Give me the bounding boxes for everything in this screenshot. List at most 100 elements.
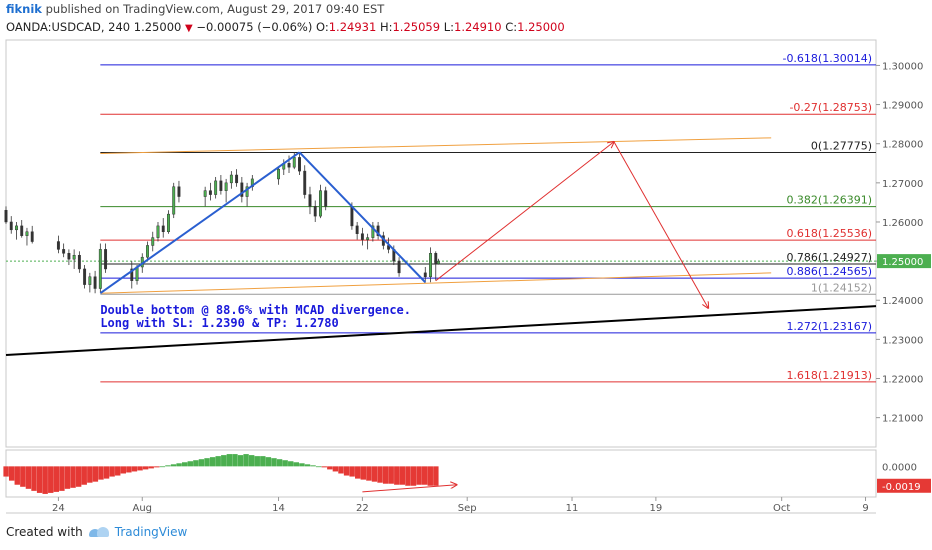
macd-bar: [126, 466, 132, 473]
pattern-line: [298, 151, 426, 283]
macd-bar: [20, 466, 26, 487]
macd-bar: [109, 466, 115, 477]
fib-level-label: 0.382(1.26391): [786, 194, 872, 207]
time-tick-label: Oct: [773, 503, 790, 514]
candle-body: [62, 249, 66, 254]
macd-bar: [87, 466, 93, 483]
macd-bar: [159, 466, 166, 468]
macd-bar: [187, 461, 193, 467]
footer: Created with TradingView: [6, 525, 187, 539]
candle-body: [350, 206, 354, 227]
candle-body: [177, 186, 181, 197]
macd-bar: [31, 466, 37, 491]
macd-histogram: [3, 454, 439, 494]
price-tick-label: 1.22000: [882, 375, 923, 386]
macd-bar: [81, 466, 87, 485]
candle-body: [376, 225, 380, 236]
candle-body: [240, 182, 244, 197]
macd-bar: [170, 464, 177, 467]
macd-bar: [427, 466, 433, 486]
publisher-line: fiknik published on TradingView.com, Aug…: [6, 2, 384, 16]
macd-bar: [382, 466, 389, 484]
candle-body: [93, 276, 97, 289]
macd-bar: [75, 466, 82, 487]
macd-bar: [198, 459, 205, 467]
macd-bar: [433, 466, 439, 486]
candle-body: [77, 254, 81, 270]
time-tick-label: 22: [356, 503, 369, 514]
candle-body: [319, 190, 322, 217]
macd-tick-label: 0.0000: [882, 462, 917, 473]
fib-level-label: 0.886(1.24565): [786, 265, 872, 278]
candle-body: [146, 245, 149, 258]
price-axis: 1.30000 1.29000 1.28000 1.27000 1.26000 1.250…: [876, 61, 923, 425]
annotation-line: Double bottom @ 88.6% with MCAD divergen…: [100, 303, 411, 317]
macd-bar: [137, 466, 143, 471]
macd-bar: [360, 466, 367, 480]
macd-bar: [103, 466, 110, 479]
tradingview-brand-label: TradingView: [114, 525, 188, 539]
candle-body: [277, 168, 280, 180]
price-tick-label: 1.28000: [882, 140, 923, 151]
candle-body: [20, 225, 24, 236]
macd-bar: [310, 465, 316, 467]
candle-body: [366, 237, 370, 240]
candle-body: [130, 268, 134, 281]
time-tick-label: Aug: [132, 503, 152, 514]
candle-body: [397, 260, 401, 274]
fib-level-label: 1(1.24152): [811, 281, 872, 294]
fib-level-label: -0.27(1.28753): [789, 101, 872, 114]
candle-body: [360, 233, 364, 240]
candle-body: [203, 190, 207, 197]
macd-bar: [343, 466, 350, 476]
candle-body: [83, 268, 87, 285]
candle-body: [15, 225, 18, 231]
macd-bar: [204, 458, 210, 467]
macd-bar: [131, 466, 138, 472]
fib-level-label: 0.618(1.25536): [786, 227, 872, 240]
candle-body: [161, 225, 165, 233]
macd-bar: [42, 466, 48, 494]
candle-body: [235, 174, 239, 184]
macd-bar: [182, 462, 188, 467]
candle-body: [219, 180, 223, 191]
macd-bar: [304, 464, 311, 467]
macd-bar: [14, 466, 20, 485]
macd-bar: [338, 466, 344, 474]
candle-body: [308, 194, 312, 207]
macd-bar: [221, 455, 227, 467]
macd-bar: [193, 460, 199, 467]
macd-bar: [64, 466, 71, 489]
macd-bar: [243, 454, 249, 467]
macd-bar: [315, 466, 322, 468]
candle-body: [156, 225, 160, 238]
macd-bar: [120, 466, 127, 474]
candle-body: [303, 170, 307, 195]
price-tick-label: 1.23000: [882, 335, 923, 346]
macd-bar: [165, 465, 171, 467]
macd-bar: [98, 466, 104, 480]
trend-line: [100, 137, 772, 154]
price-tick-label: 1.24000: [882, 296, 923, 307]
high-value: 1.25059: [392, 20, 441, 34]
macd-bar: [70, 466, 76, 488]
candle-body: [324, 190, 328, 207]
price-change: −0.00075 (−0.06%): [196, 20, 313, 34]
candle-body: [25, 231, 29, 236]
macd-bar: [349, 466, 355, 477]
price-pane-frame: [5, 39, 877, 448]
macd-bar: [371, 466, 378, 482]
macd-divergence-arrow: [362, 485, 456, 493]
candles: [4, 152, 440, 294]
tradingview-brand[interactable]: TradingView: [88, 525, 188, 539]
publisher-user[interactable]: fiknik: [6, 2, 42, 16]
candle-body: [56, 241, 60, 250]
macd-value-badge-label: -0.0019: [882, 482, 921, 493]
symbol-interval: OANDA:USDCAD, 240: [6, 20, 131, 34]
open-label: O:: [316, 20, 329, 34]
close-value: 1.25000: [517, 20, 565, 34]
macd-bar: [416, 466, 422, 485]
macd-bar: [48, 466, 54, 493]
fib-levels: -0.618(1.30014) -0.27(1.28753) 0(1.27775) 0…: [100, 52, 876, 383]
